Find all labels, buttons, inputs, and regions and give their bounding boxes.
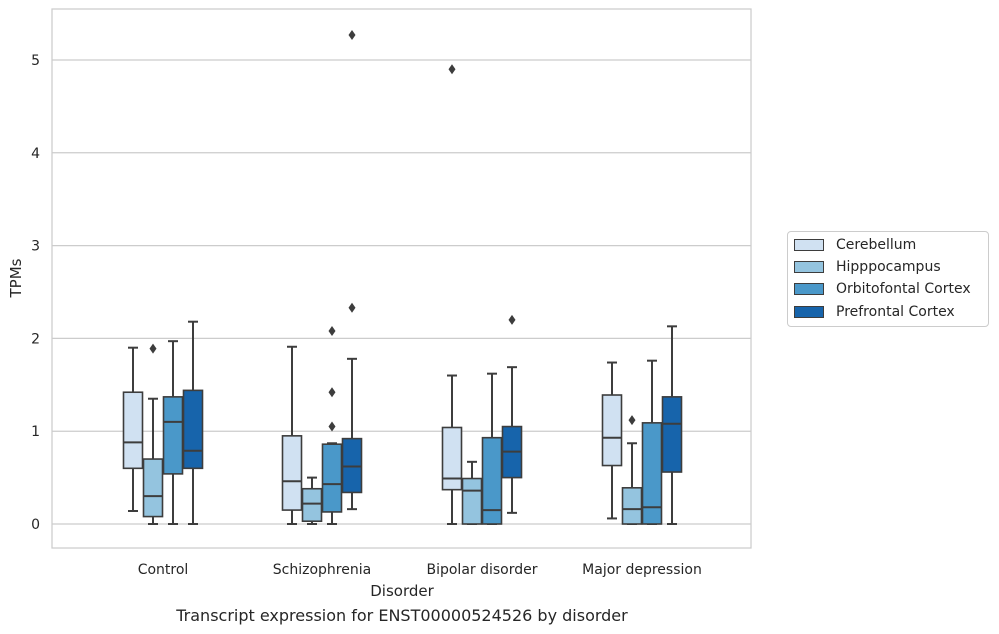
box-0-2 bbox=[441, 64, 463, 525]
legend-label: Orbitofontal Cortex bbox=[836, 281, 971, 297]
box-body bbox=[641, 422, 663, 525]
y-tick-label: 0 bbox=[31, 517, 40, 533]
legend-swatch bbox=[794, 239, 824, 251]
outlier-point bbox=[149, 343, 157, 354]
plot-area bbox=[51, 8, 752, 549]
outlier-point bbox=[328, 325, 336, 336]
box-plots bbox=[122, 29, 683, 525]
outlier-point bbox=[448, 64, 456, 75]
box-3-0 bbox=[182, 320, 204, 525]
box-body bbox=[182, 389, 204, 470]
x-tick-label: Bipolar disorder bbox=[426, 562, 537, 578]
legend-swatch bbox=[794, 283, 824, 295]
box-1-3 bbox=[621, 415, 643, 525]
legend-item: Prefrontal Cortex bbox=[794, 302, 955, 322]
x-axis-label: Disorder bbox=[370, 582, 434, 600]
box-body bbox=[142, 458, 164, 518]
box-body bbox=[162, 396, 184, 475]
box-body bbox=[122, 391, 144, 470]
box-1-0 bbox=[142, 343, 164, 525]
box-2-0 bbox=[162, 340, 184, 525]
outlier-point bbox=[328, 387, 336, 398]
box-0-3 bbox=[601, 361, 623, 520]
box-0-0 bbox=[122, 346, 144, 513]
box-3-3 bbox=[661, 325, 683, 525]
legend-label: Hipppocampus bbox=[836, 259, 941, 275]
box-body bbox=[481, 436, 503, 525]
box-3-1 bbox=[341, 29, 363, 511]
box-body bbox=[441, 426, 463, 491]
x-axis: Control Schizophrenia Bipolar disorder Majo… bbox=[138, 562, 702, 578]
box-body bbox=[621, 487, 643, 525]
outlier-point bbox=[508, 314, 516, 325]
box-3-2 bbox=[501, 314, 523, 514]
legend-item: Orbitofontal Cortex bbox=[794, 279, 971, 299]
outlier-point bbox=[328, 421, 336, 432]
y-axis: 0 1 2 3 4 5 bbox=[31, 53, 40, 533]
y-tick-label: 2 bbox=[31, 331, 40, 347]
legend-swatch bbox=[794, 261, 824, 273]
outlier-point bbox=[348, 29, 356, 40]
box-body bbox=[281, 435, 303, 511]
y-tick-label: 1 bbox=[31, 424, 40, 440]
legend-label: Prefrontal Cortex bbox=[836, 304, 955, 320]
legend-item: Hipppocampus bbox=[794, 257, 941, 277]
box-0-1 bbox=[281, 345, 303, 525]
box-body bbox=[661, 396, 683, 473]
box-body bbox=[301, 487, 323, 523]
box-1-1 bbox=[301, 476, 323, 525]
chart-caption: Transcript expression for ENST0000052452… bbox=[176, 606, 628, 625]
x-tick-label: Schizophrenia bbox=[273, 562, 371, 578]
box-body bbox=[461, 477, 483, 525]
box-2-3 bbox=[641, 359, 663, 525]
box-body bbox=[321, 443, 343, 513]
x-tick-label: Control bbox=[138, 562, 189, 578]
y-tick-label: 5 bbox=[31, 53, 40, 69]
box-2-1 bbox=[321, 325, 343, 525]
outlier-point bbox=[348, 302, 356, 313]
y-axis-label: TPMs bbox=[7, 258, 25, 298]
outlier-point bbox=[628, 415, 636, 426]
x-tick-label: Major depression bbox=[582, 562, 702, 578]
legend: Cerebellum Hipppocampus Orbitofontal Cor… bbox=[787, 231, 989, 327]
y-tick-label: 3 bbox=[31, 239, 40, 255]
legend-swatch bbox=[794, 306, 824, 318]
box-1-2 bbox=[461, 460, 483, 525]
legend-item: Cerebellum bbox=[794, 235, 916, 255]
box-body bbox=[601, 394, 623, 467]
y-tick-label: 4 bbox=[31, 146, 40, 162]
legend-label: Cerebellum bbox=[836, 237, 917, 253]
box-2-2 bbox=[481, 372, 503, 525]
